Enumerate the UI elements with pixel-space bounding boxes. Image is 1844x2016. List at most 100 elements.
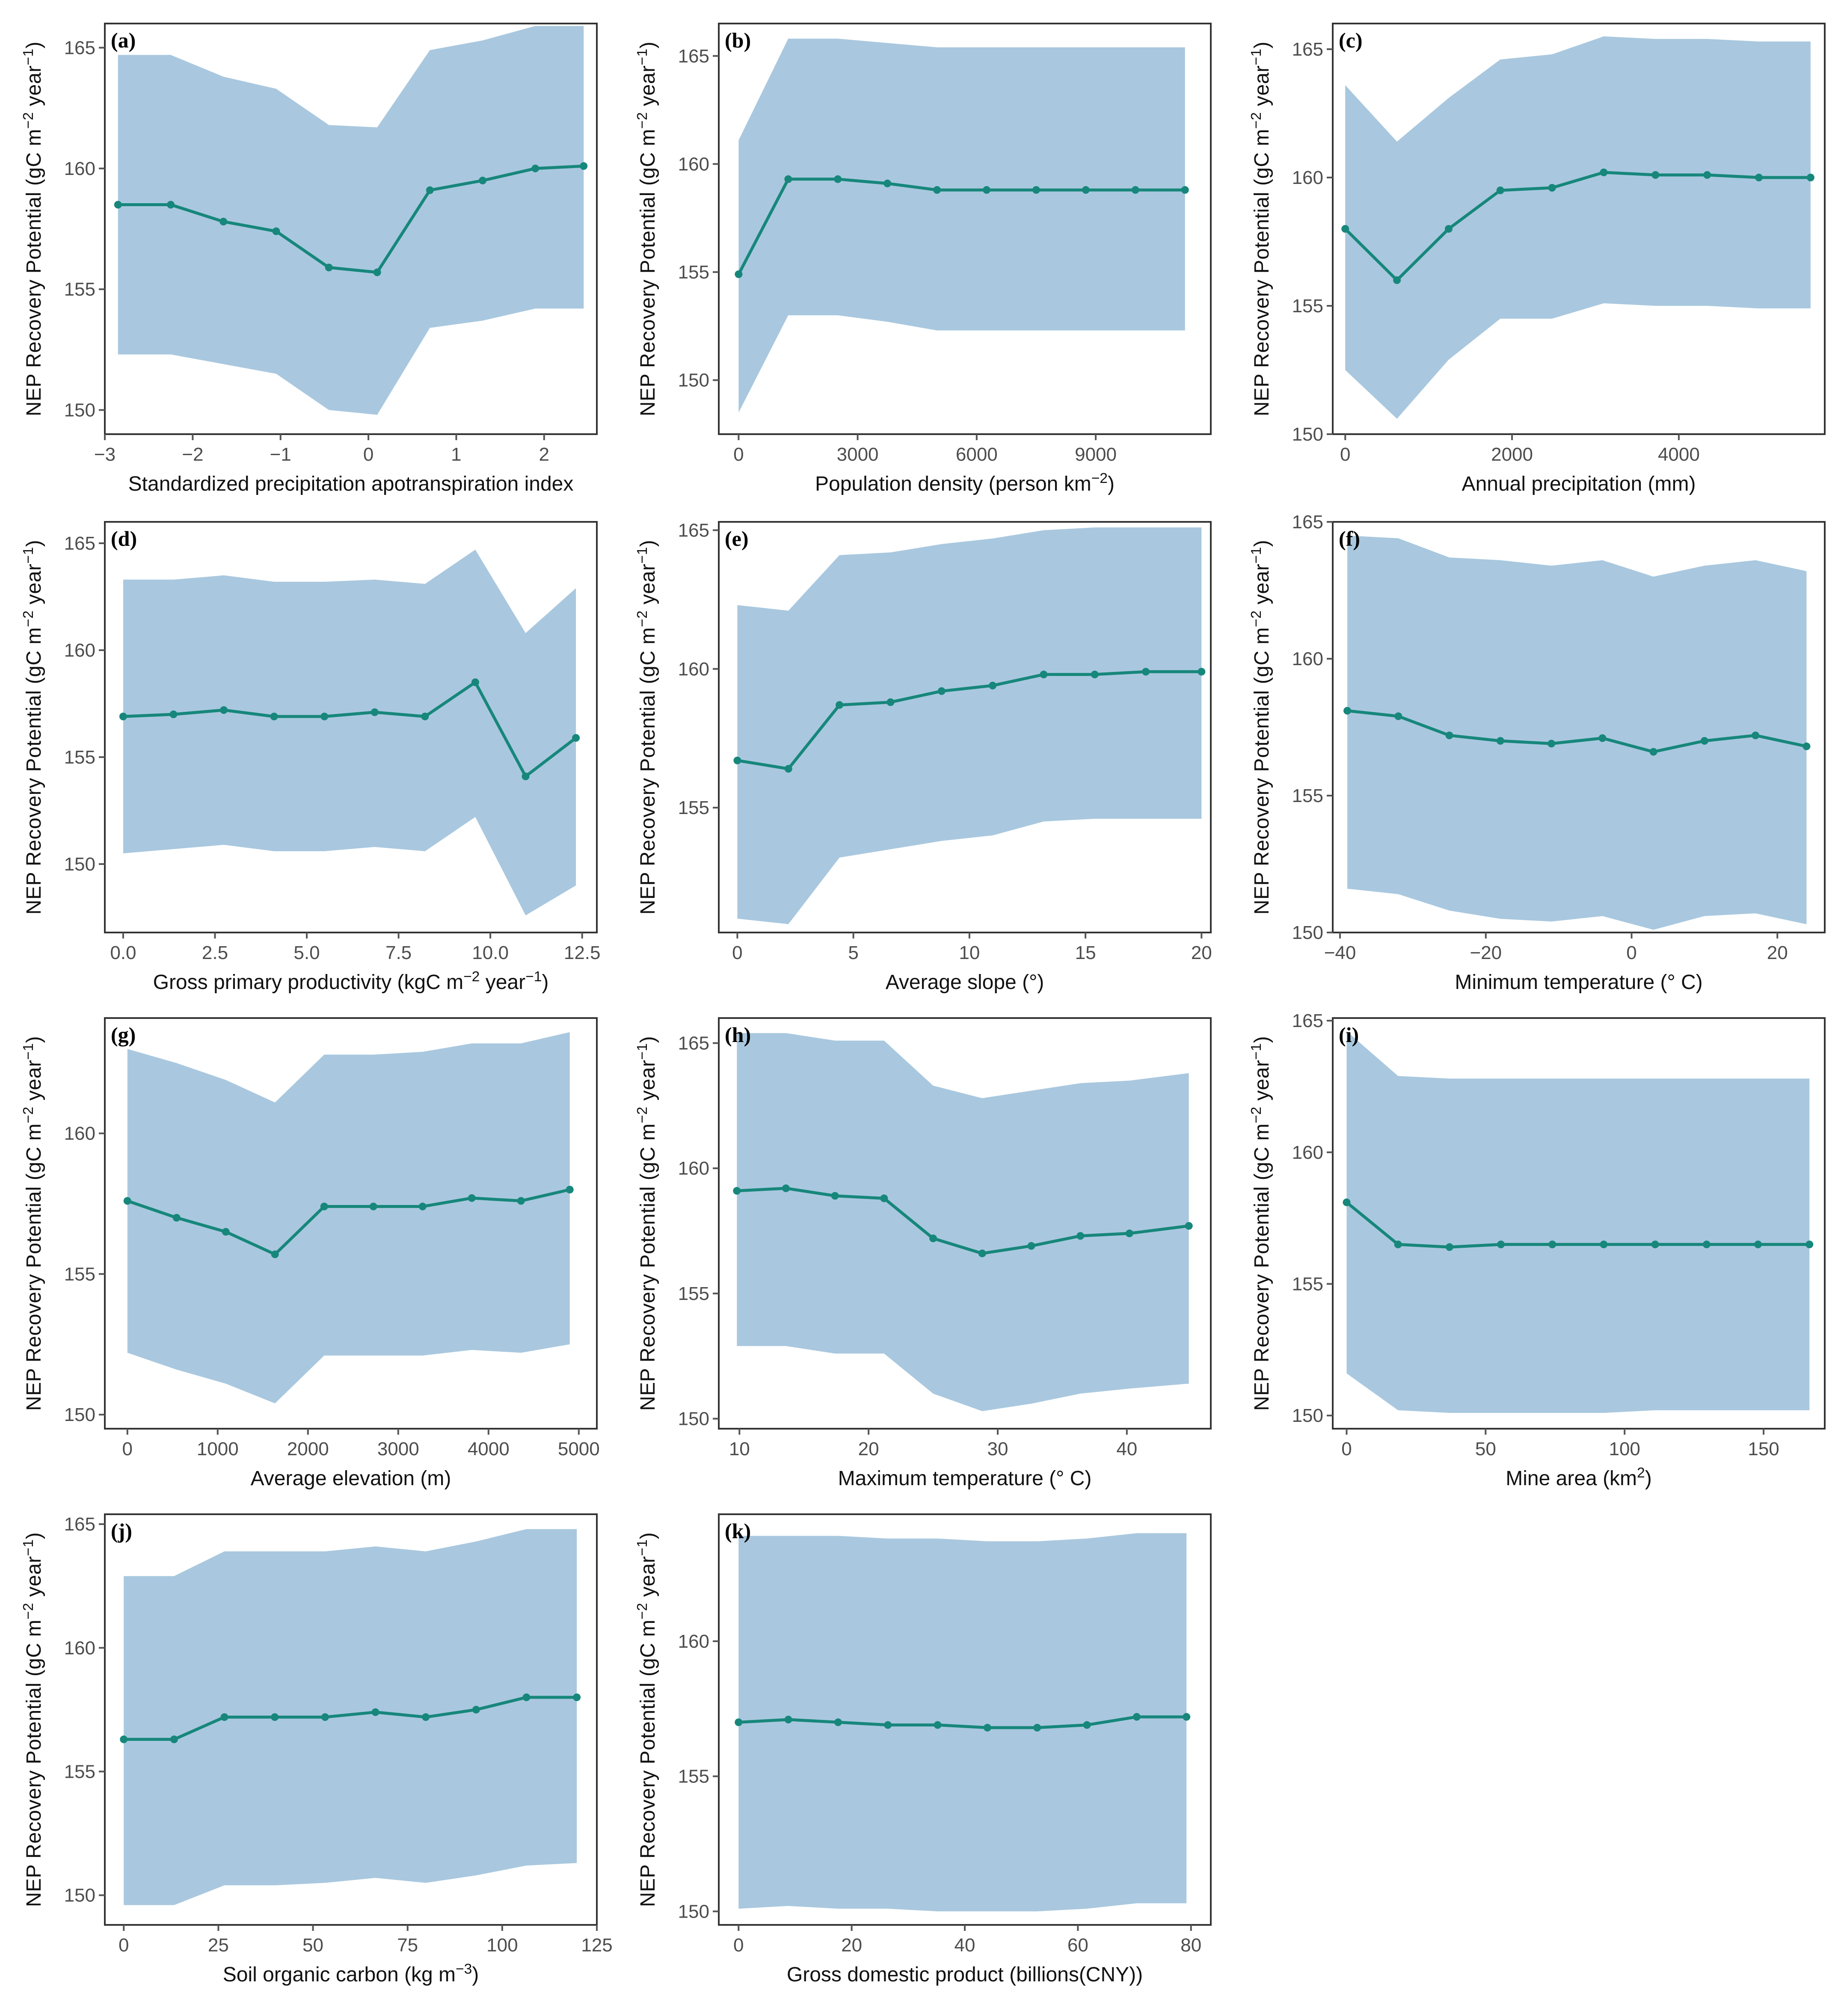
data-point (1651, 171, 1660, 179)
data-point (1181, 186, 1189, 194)
x-tick-label: 80 (1180, 1935, 1201, 1956)
data-point (884, 1721, 892, 1729)
data-point (219, 218, 228, 226)
series-line (738, 1715, 1187, 1729)
panel-border (718, 521, 1212, 933)
data-point (1343, 707, 1352, 715)
panel-f: −40 −20 0 20 150 155 160 165 Minimum temperature… (1248, 512, 1826, 994)
x-tick-label: 4000 (1658, 444, 1700, 465)
x-tick-label: 1 (451, 444, 461, 465)
y-axis-label: NEP Recovery Potential (gC m−2 year−1) (21, 1036, 46, 1411)
panel-tag: (b) (725, 28, 751, 52)
series-line (123, 681, 577, 778)
data-point (1752, 731, 1760, 740)
data-point (1040, 670, 1048, 678)
y-tick-label: 160 (64, 1123, 95, 1144)
data-point (1598, 734, 1607, 742)
x-tick-label: 2 (539, 444, 549, 465)
x-tick-label: 0 (1626, 942, 1636, 963)
confidence-band (738, 38, 1185, 413)
x-tick-label: 100 (486, 1935, 518, 1956)
confidence-band (737, 1033, 1189, 1411)
data-point (983, 186, 991, 194)
panel-b: 0 3000 6000 9000 150 155 160 165 Population dens… (634, 23, 1212, 495)
data-point (1082, 186, 1090, 194)
data-point (1702, 1240, 1711, 1249)
x-tick-label: 25 (208, 1935, 229, 1956)
data-point (1131, 186, 1139, 194)
x-tick-label: 150 (1748, 1439, 1779, 1459)
data-point (566, 1186, 574, 1194)
y-tick-label: 155 (678, 1283, 709, 1304)
x-tick-label: 5000 (558, 1439, 600, 1459)
y-axis-label: NEP Recovery Potential (gC m−2 year−1) (634, 1532, 660, 1907)
y-tick-label: 160 (678, 154, 709, 175)
x-tick-label: 0.0 (110, 942, 136, 963)
data-point (1548, 1240, 1556, 1249)
x-tick-label: −20 (1470, 942, 1502, 963)
panel-border (104, 23, 598, 435)
x-tick-label: 0 (1340, 444, 1350, 465)
panel-c: 0 2000 4000 150 155 160 165 Annual precipitatio… (1248, 23, 1826, 495)
data-point (836, 701, 844, 709)
panel-border (1332, 23, 1826, 435)
x-tick-label: 2000 (287, 1439, 329, 1459)
data-point (784, 175, 792, 183)
data-point (120, 1735, 128, 1744)
y-tick-label: 155 (678, 797, 709, 818)
y-tick-label: 155 (64, 1761, 95, 1782)
x-axis-label: Gross primary productivity (kgC m−2 year… (153, 969, 549, 994)
data-point (573, 1693, 581, 1701)
y-tick-label: 160 (1292, 1142, 1323, 1163)
x-axis-label: Average elevation (m) (251, 1467, 451, 1490)
data-point (479, 177, 487, 185)
series-line (737, 1187, 1189, 1255)
y-tick-label: 160 (1292, 167, 1323, 188)
data-point (1548, 184, 1556, 192)
data-point (422, 1713, 430, 1721)
data-point (325, 263, 333, 272)
y-tick-label: 150 (64, 854, 95, 875)
y-tick-label: 150 (678, 1409, 709, 1430)
panel-border (718, 23, 1212, 435)
y-tick-label: 150 (678, 370, 709, 391)
panel-tag: (h) (725, 1023, 751, 1047)
data-point (522, 773, 530, 780)
data-point (735, 1718, 743, 1726)
data-point (937, 687, 946, 695)
x-tick-label: 10 (729, 1439, 750, 1459)
y-tick-label: 160 (64, 640, 95, 661)
data-point (572, 734, 580, 742)
data-point (1033, 1723, 1041, 1732)
y-axis-label: NEP Recovery Potential (gC m−2 year−1) (21, 1532, 46, 1907)
panel-border (104, 1513, 598, 1926)
x-axis-label: Mine area (km2) (1506, 1465, 1651, 1490)
x-tick-label: 10.0 (472, 942, 509, 963)
y-tick-label: 155 (678, 262, 709, 283)
data-point (320, 713, 329, 720)
data-point (471, 678, 479, 686)
series-line (124, 1696, 577, 1741)
data-point (782, 1184, 790, 1193)
data-point (1032, 186, 1040, 194)
x-tick-label: 9000 (1075, 444, 1117, 465)
panel-tag: (c) (1339, 28, 1363, 52)
data-point (1496, 737, 1504, 745)
panel-tag: (e) (725, 527, 749, 551)
panel-j: 0 25 50 75 100 125 150 155 160 165 Soil organic ca… (21, 1513, 613, 1986)
x-tick-label: 0 (1341, 1439, 1352, 1459)
y-tick-label: 150 (1292, 1405, 1323, 1426)
x-tick-label: −40 (1324, 942, 1356, 963)
data-point (1076, 1232, 1085, 1240)
y-tick-label: 150 (64, 400, 95, 421)
series-line (127, 1188, 570, 1256)
data-point (123, 1197, 131, 1205)
data-point (580, 162, 588, 170)
x-tick-label: 20 (858, 1439, 879, 1459)
data-point (321, 1713, 329, 1721)
data-point (929, 1234, 937, 1243)
x-tick-label: 50 (1475, 1439, 1496, 1459)
data-point (735, 270, 743, 278)
x-tick-label: 10 (959, 942, 980, 963)
panel-h: 10 20 30 40 150 155 160 165 Maximum temperature … (634, 1017, 1212, 1490)
